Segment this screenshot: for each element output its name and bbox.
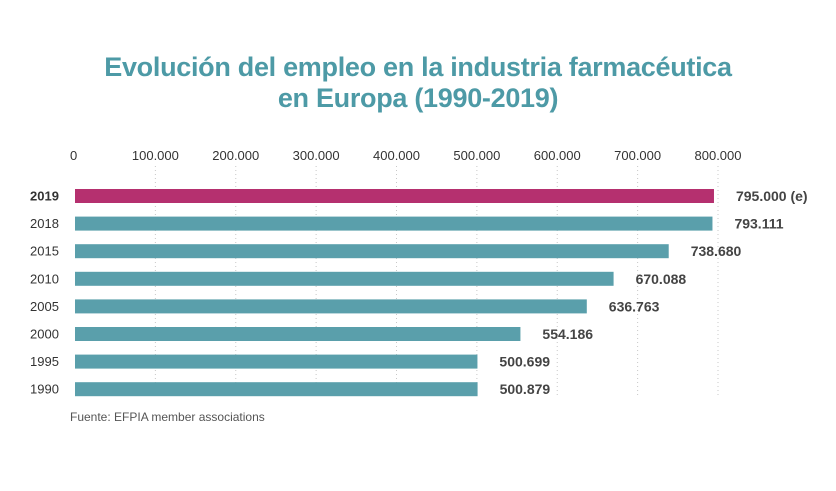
bar bbox=[75, 382, 478, 397]
chart-title-line-2: en Europa (1990-2019) bbox=[277, 83, 559, 113]
category-label: 2005 bbox=[30, 299, 59, 314]
x-tick-label: 500.000 bbox=[453, 148, 500, 163]
data-label: 670.088 bbox=[636, 271, 687, 287]
bar bbox=[75, 244, 669, 259]
chart-source: Fuente: EFPIA member associations bbox=[70, 410, 265, 424]
bar bbox=[75, 189, 714, 203]
x-tick-label: 100.000 bbox=[132, 148, 179, 163]
x-tick-label: 800.000 bbox=[695, 148, 742, 163]
category-label: 2018 bbox=[30, 216, 59, 231]
bar bbox=[75, 216, 713, 231]
data-label: 554.186 bbox=[542, 326, 593, 342]
x-tick-label: 600.000 bbox=[534, 148, 581, 163]
x-tick-label: 200.000 bbox=[212, 148, 259, 163]
category-label: 1990 bbox=[30, 382, 59, 397]
bar bbox=[75, 327, 521, 341]
chart-title: Evolución del empleo en la industria far… bbox=[0, 52, 836, 114]
data-label: 738.680 bbox=[691, 243, 742, 259]
category-label: 2019 bbox=[30, 189, 59, 204]
bar bbox=[75, 299, 587, 314]
category-label: 1995 bbox=[30, 354, 59, 369]
x-tick-label: 300.000 bbox=[293, 148, 340, 163]
category-label: 2015 bbox=[30, 244, 59, 259]
data-label: 500.699 bbox=[499, 354, 550, 370]
data-label: 500.879 bbox=[500, 381, 551, 397]
chart-title-line-1: Evolución del empleo en la industria far… bbox=[104, 52, 732, 82]
bar bbox=[75, 354, 478, 369]
data-label: 793.111 bbox=[734, 216, 783, 232]
data-label: 795.000 (e) bbox=[736, 188, 808, 204]
category-label: 2000 bbox=[30, 327, 59, 342]
category-label: 2010 bbox=[30, 271, 59, 286]
x-tick-label: 0 bbox=[70, 148, 77, 163]
x-tick-label: 700.000 bbox=[614, 148, 661, 163]
bar bbox=[75, 271, 614, 286]
data-label: 636.763 bbox=[609, 298, 660, 314]
x-tick-label: 400.000 bbox=[373, 148, 420, 163]
